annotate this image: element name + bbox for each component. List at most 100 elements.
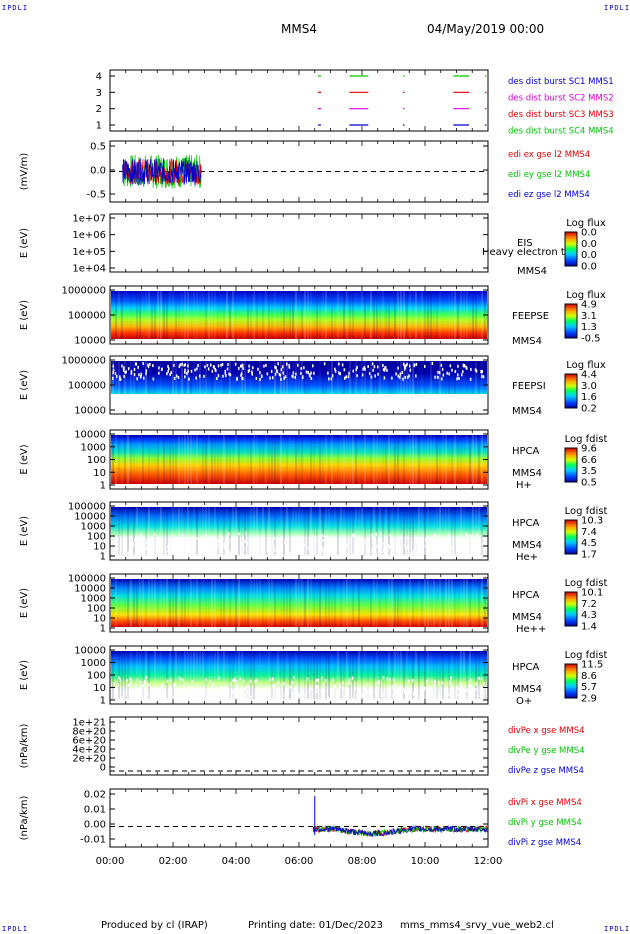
feepsi-speckle <box>137 365 139 369</box>
hpca-hepp-texture <box>313 579 315 627</box>
hpca-he-texture <box>217 507 219 555</box>
hpca-he-speckle <box>358 550 360 554</box>
hpca-h-texture <box>211 435 213 484</box>
feepsi-speckle <box>441 367 444 371</box>
hpca-he-texture <box>343 507 345 555</box>
feepsi-texture <box>394 361 396 409</box>
feepsi-speckle <box>234 362 237 366</box>
hpca-o-texture <box>133 651 135 699</box>
hpca-he-speckle <box>452 550 455 554</box>
feepsi-speckle <box>438 371 441 375</box>
hpca-hepp-texture <box>391 579 393 627</box>
hpca-hepp-texture <box>424 579 426 627</box>
hpca-he-speckle <box>380 549 383 553</box>
feepsi-speckle <box>274 372 277 376</box>
feepsi-speckle <box>183 363 185 367</box>
feepsi-speckle <box>207 367 210 371</box>
hpca-h-texture <box>439 435 441 484</box>
hpca-o-texture <box>349 651 351 699</box>
feepse-texture <box>175 291 177 339</box>
hpca-o-speckle <box>166 679 169 683</box>
feepsi-speckle <box>310 371 312 375</box>
hpca-o-texture <box>421 651 423 699</box>
hpca-he-speckle <box>186 543 189 547</box>
hpca-he-speckle <box>399 549 401 553</box>
hpca-o-speckle <box>472 693 474 697</box>
hpca-o-speckle <box>209 693 211 697</box>
hpca-hepp-texture <box>310 579 312 627</box>
hpca-o-texture <box>208 651 210 699</box>
hpca-he-texture <box>142 507 144 555</box>
hpca-hepp-texture <box>178 579 180 627</box>
hpca-o-texture <box>334 651 336 699</box>
edi-ylabel: (mV/m) <box>19 153 30 191</box>
feepsi-speckle <box>112 368 115 372</box>
feepsi-texture <box>193 361 195 409</box>
hpca-hepp-texture <box>430 579 432 627</box>
feepsi-texture <box>391 361 393 409</box>
hpca-he-speckle <box>315 536 317 539</box>
hpca-hepp-ylabel: E (eV) <box>19 588 30 618</box>
feepsi-speckle <box>370 375 373 379</box>
corner-tag-bottom-left: IPDLI <box>2 925 29 933</box>
feepse-texture <box>388 291 390 339</box>
hpca-he-texture <box>430 507 432 555</box>
hpca-he-texture <box>292 507 294 555</box>
hpca-h-texture <box>406 435 408 484</box>
hpca-he-speckle <box>193 540 195 544</box>
hpca-o-texture <box>310 651 312 699</box>
hpca-he-speckle <box>449 540 451 543</box>
hpca-he-speckle <box>435 543 437 547</box>
feepse-texture <box>115 291 117 339</box>
feepsi-texture <box>190 361 192 409</box>
feepsi-texture <box>370 361 372 409</box>
feepsi-texture <box>355 361 357 409</box>
hpca-hepp-texture <box>319 579 321 627</box>
feepsi-speckle <box>116 374 118 378</box>
feepsi-speckle <box>402 362 405 366</box>
hpca-o-speckle <box>241 695 243 699</box>
feepsi-speckle <box>295 372 297 376</box>
hpca-o-speckle <box>238 689 241 693</box>
hpca-hepp-ytick-label: 10 <box>93 614 106 625</box>
hpca-hepp-texture <box>148 579 150 627</box>
feepsi-texture <box>172 361 174 409</box>
feepse-texture <box>277 291 279 339</box>
feepsi-speckle <box>124 370 127 374</box>
feepsi-speckle <box>184 363 186 367</box>
hpca-o-speckle <box>240 694 242 697</box>
hpca-he-texture <box>112 507 114 555</box>
hpca-he-speckle <box>241 552 243 556</box>
feepse-texture <box>280 291 282 339</box>
feepsi-texture <box>412 361 414 409</box>
feepsi-speckle <box>167 364 169 368</box>
hpca-hepp-texture <box>418 579 420 627</box>
feepsi-texture <box>343 361 345 409</box>
feepsi-texture <box>181 361 183 409</box>
hpca-he-speckle <box>322 547 324 551</box>
hpca-o-speckle <box>457 687 459 691</box>
hpca-hepp-colorbar-tick: 7.2 <box>581 599 597 610</box>
feepsi-texture <box>187 361 189 409</box>
hpca-he-texture <box>427 507 429 555</box>
hpca-hepp-texture <box>133 579 135 627</box>
hpca-he-speckle <box>145 547 147 551</box>
hpca-hepp-texture <box>151 579 153 627</box>
hpca-o-speckle <box>366 683 369 687</box>
feepsi-texture <box>409 361 411 409</box>
hpca-he-speckle <box>448 544 450 548</box>
feepse-texture <box>361 291 363 339</box>
feepsi-texture <box>457 361 459 409</box>
hpca-hepp-texture <box>145 579 147 627</box>
edi-legend-item: edi ez gse l2 MMS4 <box>508 190 590 200</box>
feepsi-texture <box>397 361 399 409</box>
feepsi-speckle <box>364 367 366 371</box>
feepsi-speckle <box>330 377 333 381</box>
hpca-o-speckle <box>237 695 240 699</box>
feepse-texture <box>169 291 171 339</box>
feepsi-speckle <box>139 375 142 379</box>
hpca-he-speckle <box>374 537 376 541</box>
feepse-texture <box>394 291 396 339</box>
hpca-he-texture <box>298 507 300 555</box>
hpca-o-speckle <box>238 693 241 697</box>
